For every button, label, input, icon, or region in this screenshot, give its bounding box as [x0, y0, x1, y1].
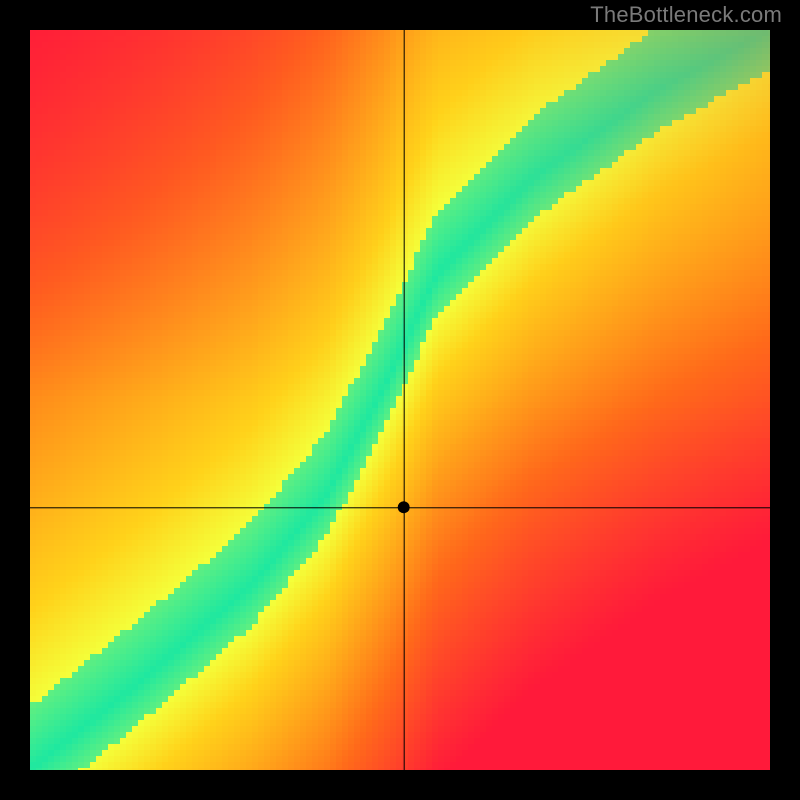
watermark-text: TheBottleneck.com: [590, 2, 782, 28]
chart-container: TheBottleneck.com: [0, 0, 800, 800]
bottleneck-heatmap-canvas: [0, 0, 800, 800]
